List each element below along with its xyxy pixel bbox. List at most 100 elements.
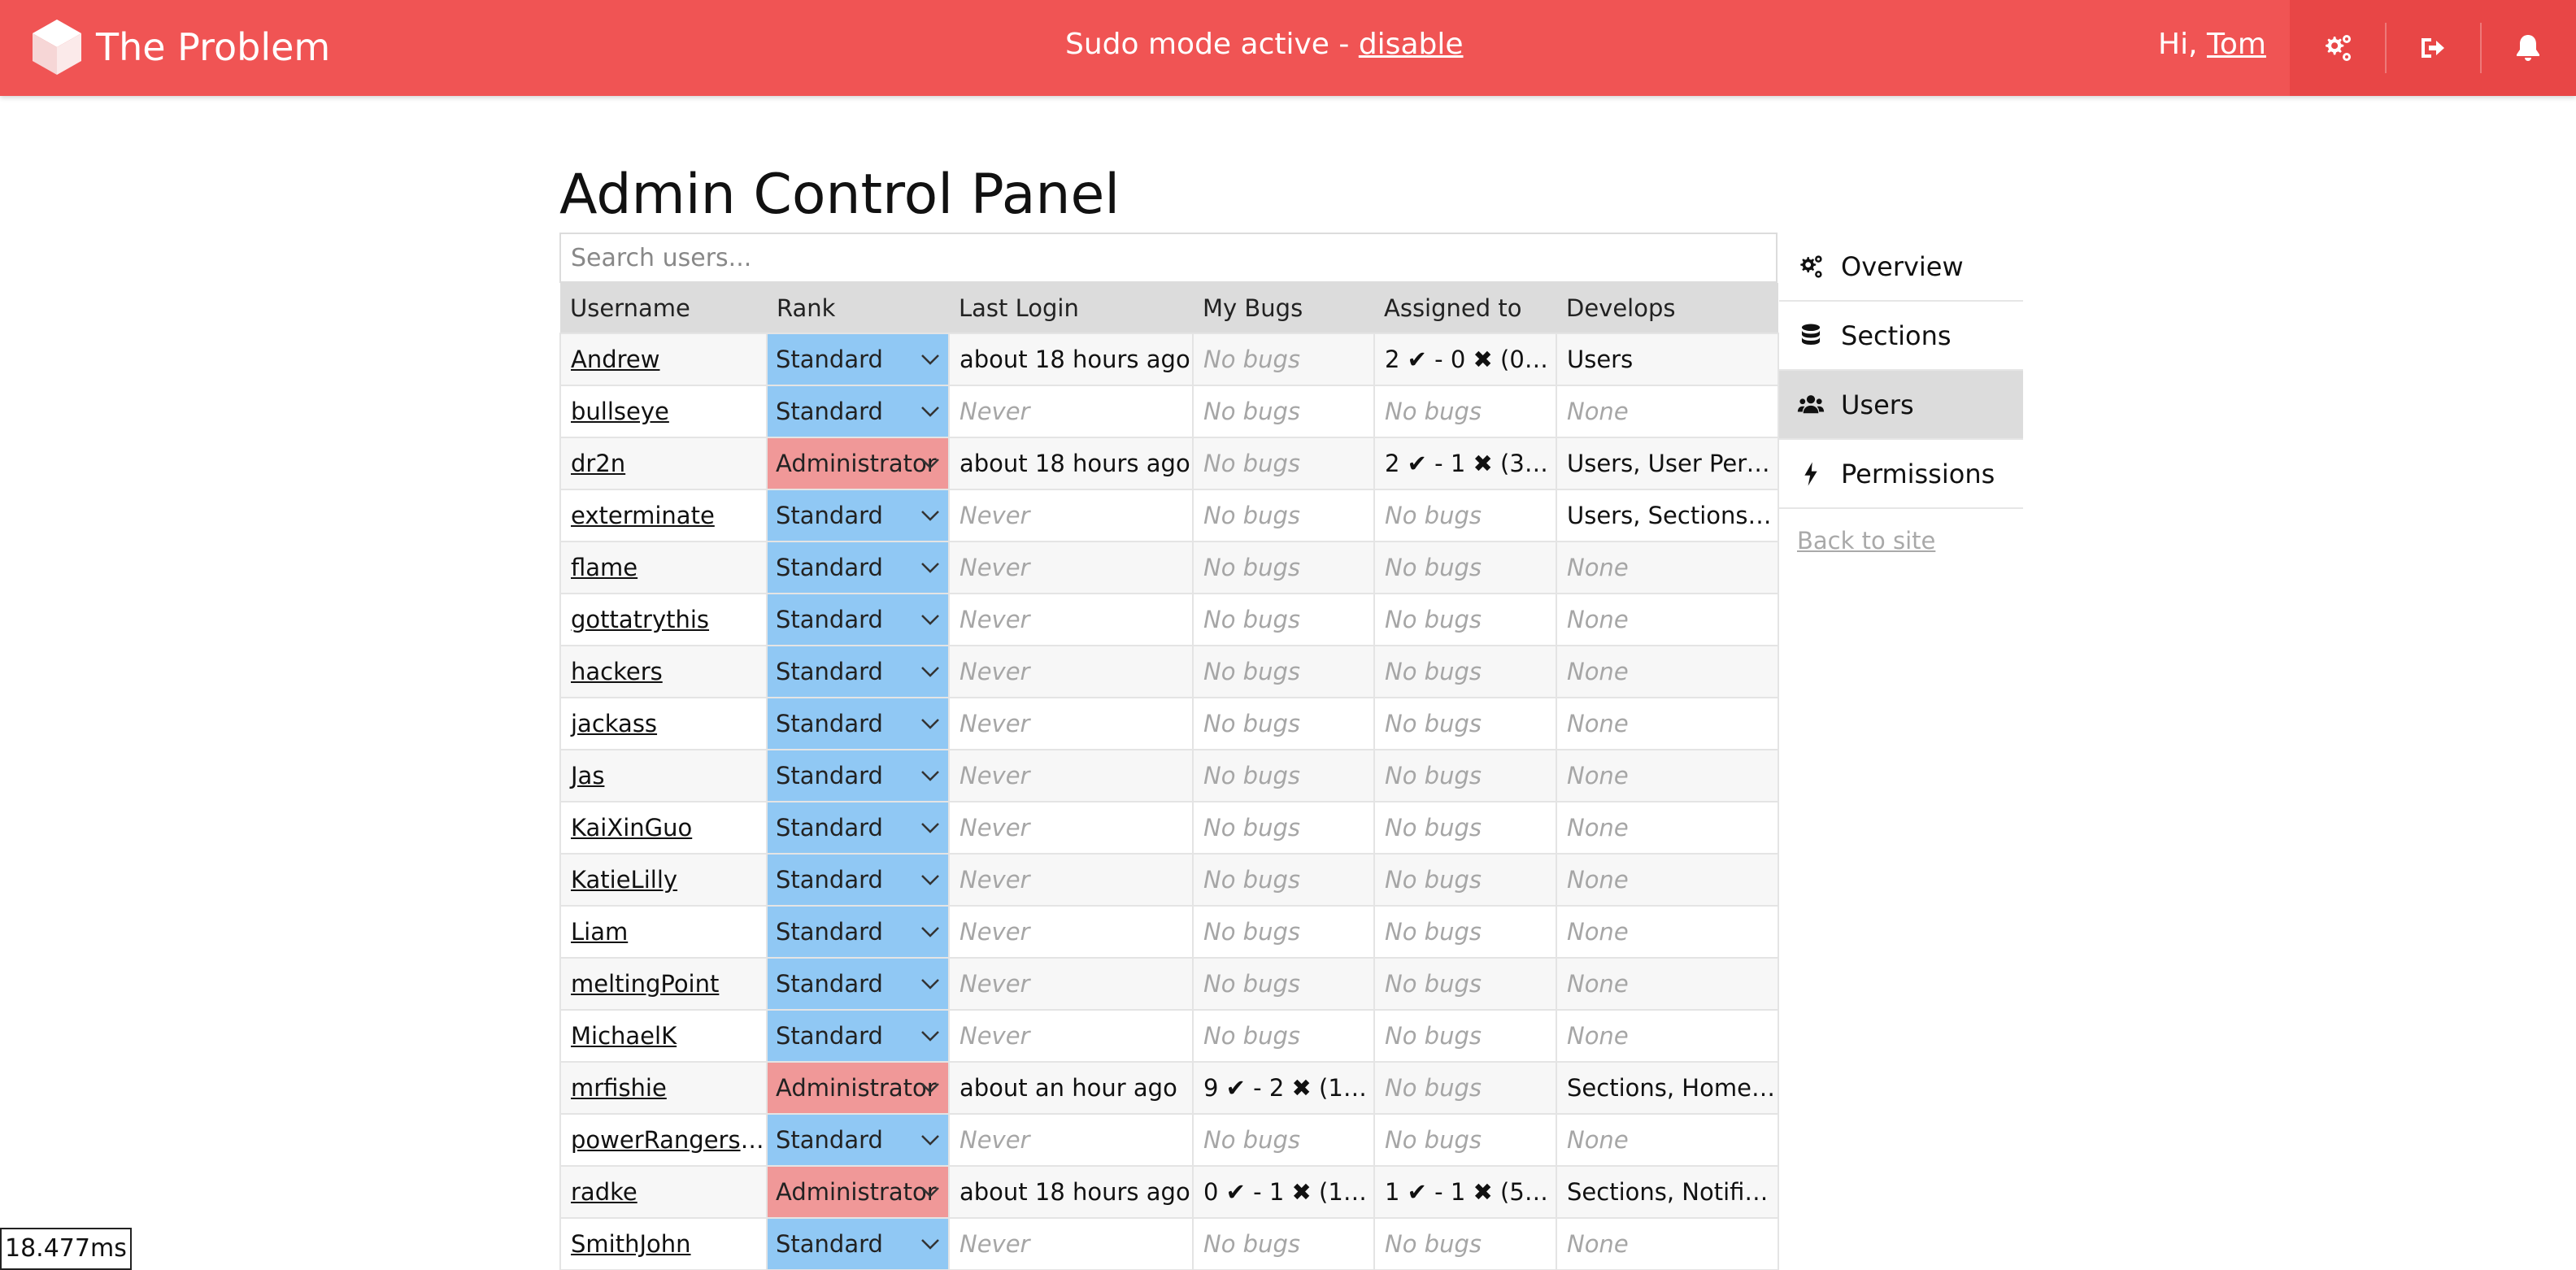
sidebar-item-sections[interactable]: Sections	[1779, 302, 2023, 371]
my-bugs-cell-text: 9 ✔ - 2 ✖ (18...	[1203, 1074, 1374, 1102]
admin-button[interactable]	[2290, 0, 2385, 96]
develops-cell: None	[1556, 541, 1778, 594]
username-cell: flame	[560, 541, 767, 594]
rank-dropdown[interactable]: Standard	[768, 855, 948, 905]
chevron-down-icon	[920, 353, 940, 366]
rank-dropdown[interactable]: Administrator	[768, 1063, 948, 1113]
username-cell: meltingPoint	[560, 958, 767, 1010]
username-link[interactable]: SmithJohn	[571, 1230, 691, 1258]
assigned-to-cell-text: No bugs	[1385, 502, 1482, 529]
username-link[interactable]: powerRangers46	[571, 1126, 767, 1154]
assigned-to-cell-text: No bugs	[1385, 658, 1482, 685]
develops-cell-text: Users	[1567, 346, 1633, 373]
column-header-username[interactable]: Username	[560, 283, 767, 333]
last-login-cell: Never	[949, 802, 1193, 854]
users-table-body: Andrew Standard about 18 hours ago No bugs 2…	[560, 333, 1778, 1270]
username-link[interactable]: bullseye	[571, 398, 669, 425]
rank-dropdown[interactable]: Standard	[768, 959, 948, 1009]
last-login-cell: about 18 hours ago	[949, 1166, 1193, 1218]
rank-cell: Standard	[767, 1010, 949, 1062]
last-login-cell: Never	[949, 489, 1193, 541]
my-bugs-cell-text: No bugs	[1203, 502, 1300, 529]
rank-cell: Standard	[767, 906, 949, 958]
username-link[interactable]: exterminate	[571, 502, 715, 529]
brand[interactable]: The Problem	[31, 16, 330, 78]
rank-cell: Administrator	[767, 1166, 949, 1218]
user-profile-link[interactable]: Tom	[2207, 28, 2266, 61]
bell-icon	[2512, 32, 2544, 64]
username-link[interactable]: KatieLilly	[571, 866, 677, 894]
sidebar-item-overview[interactable]: Overview	[1779, 233, 2023, 302]
last-login-cell-text: Never	[959, 1126, 1029, 1154]
last-login-cell: Never	[949, 594, 1193, 646]
username-link[interactable]: radke	[571, 1178, 637, 1206]
rank-dropdown[interactable]: Administrator	[768, 438, 948, 489]
rank-dropdown[interactable]: Standard	[768, 750, 948, 801]
last-login-cell-text: Never	[959, 1022, 1029, 1050]
sudo-text: Sudo mode active -	[1065, 28, 1359, 61]
rank-cell: Standard	[767, 958, 949, 1010]
notifications-button[interactable]	[2480, 0, 2575, 96]
assigned-to-cell-text: No bugs	[1385, 814, 1482, 842]
chevron-down-icon	[920, 1133, 940, 1146]
username-link[interactable]: meltingPoint	[571, 970, 719, 998]
rank-dropdown[interactable]: Standard	[768, 698, 948, 749]
column-header-develops[interactable]: Develops	[1556, 283, 1778, 333]
username-cell: KaiXinGuo	[560, 802, 767, 854]
username-link[interactable]: mrfishie	[571, 1074, 667, 1102]
my-bugs-cell-text: No bugs	[1203, 346, 1300, 373]
assigned-to-cell-text: No bugs	[1385, 606, 1482, 633]
assigned-to-cell: No bugs	[1374, 854, 1556, 906]
develops-cell: None	[1556, 906, 1778, 958]
sidebar-item-users[interactable]: Users	[1779, 371, 2023, 440]
users-icon	[1797, 391, 1825, 419]
chevron-down-icon	[920, 561, 940, 574]
assigned-to-cell: No bugs	[1374, 594, 1556, 646]
username-link[interactable]: Jas	[571, 762, 604, 789]
my-bugs-cell: No bugs	[1193, 698, 1374, 750]
username-link[interactable]: hackers	[571, 658, 663, 685]
rank-dropdown[interactable]: Standard	[768, 334, 948, 385]
rank-dropdown[interactable]: Standard	[768, 594, 948, 645]
assigned-to-cell: No bugs	[1374, 958, 1556, 1010]
username-link[interactable]: flame	[571, 554, 637, 581]
chevron-down-icon	[920, 873, 940, 886]
rank-dropdown[interactable]: Standard	[768, 907, 948, 957]
username-link[interactable]: Liam	[571, 918, 628, 946]
rank-dropdown[interactable]: Standard	[768, 802, 948, 853]
rank-dropdown[interactable]: Standard	[768, 542, 948, 593]
assigned-to-cell-text: No bugs	[1385, 710, 1482, 737]
develops-cell: None	[1556, 1010, 1778, 1062]
column-header-assigned-to[interactable]: Assigned to	[1374, 283, 1556, 333]
my-bugs-cell-text: No bugs	[1203, 554, 1300, 581]
disable-sudo-link[interactable]: disable	[1359, 28, 1464, 61]
rank-dropdown[interactable]: Standard	[768, 646, 948, 697]
gears-icon	[1797, 253, 1825, 281]
username-link[interactable]: MichaelK	[571, 1022, 677, 1050]
rank-dropdown[interactable]: Standard	[768, 1115, 948, 1165]
rank-dropdown[interactable]: Standard	[768, 386, 948, 437]
rank-dropdown[interactable]: Standard	[768, 490, 948, 541]
sidebar-item-permissions[interactable]: Permissions	[1779, 440, 2023, 509]
render-timer: 18.477ms	[0, 1228, 132, 1270]
column-header-last-login[interactable]: Last Login	[949, 283, 1193, 333]
username-link[interactable]: jackass	[571, 710, 657, 737]
assigned-to-cell-text: No bugs	[1385, 762, 1482, 789]
username-link[interactable]: gottatrythis	[571, 606, 709, 633]
chevron-down-icon	[920, 977, 940, 990]
rank-dropdown[interactable]: Standard	[768, 1219, 948, 1269]
username-cell: powerRangers46	[560, 1114, 767, 1166]
username-link[interactable]: KaiXinGuo	[571, 814, 692, 842]
rank-dropdown[interactable]: Administrator	[768, 1167, 948, 1217]
column-header-my-bugs[interactable]: My Bugs	[1193, 283, 1374, 333]
admin-sidebar: Overview Sections Users Permissions Back…	[1779, 233, 2023, 555]
my-bugs-cell-text: No bugs	[1203, 658, 1300, 685]
username-link[interactable]: dr2n	[571, 450, 625, 477]
username-link[interactable]: Andrew	[571, 346, 659, 373]
column-header-rank[interactable]: Rank	[767, 283, 949, 333]
rank-dropdown[interactable]: Standard	[768, 1011, 948, 1061]
back-to-site-link[interactable]: Back to site	[1797, 527, 2023, 555]
logout-button[interactable]	[2385, 0, 2480, 96]
develops-cell-text: None	[1567, 918, 1629, 946]
search-users-input[interactable]	[559, 233, 1778, 283]
